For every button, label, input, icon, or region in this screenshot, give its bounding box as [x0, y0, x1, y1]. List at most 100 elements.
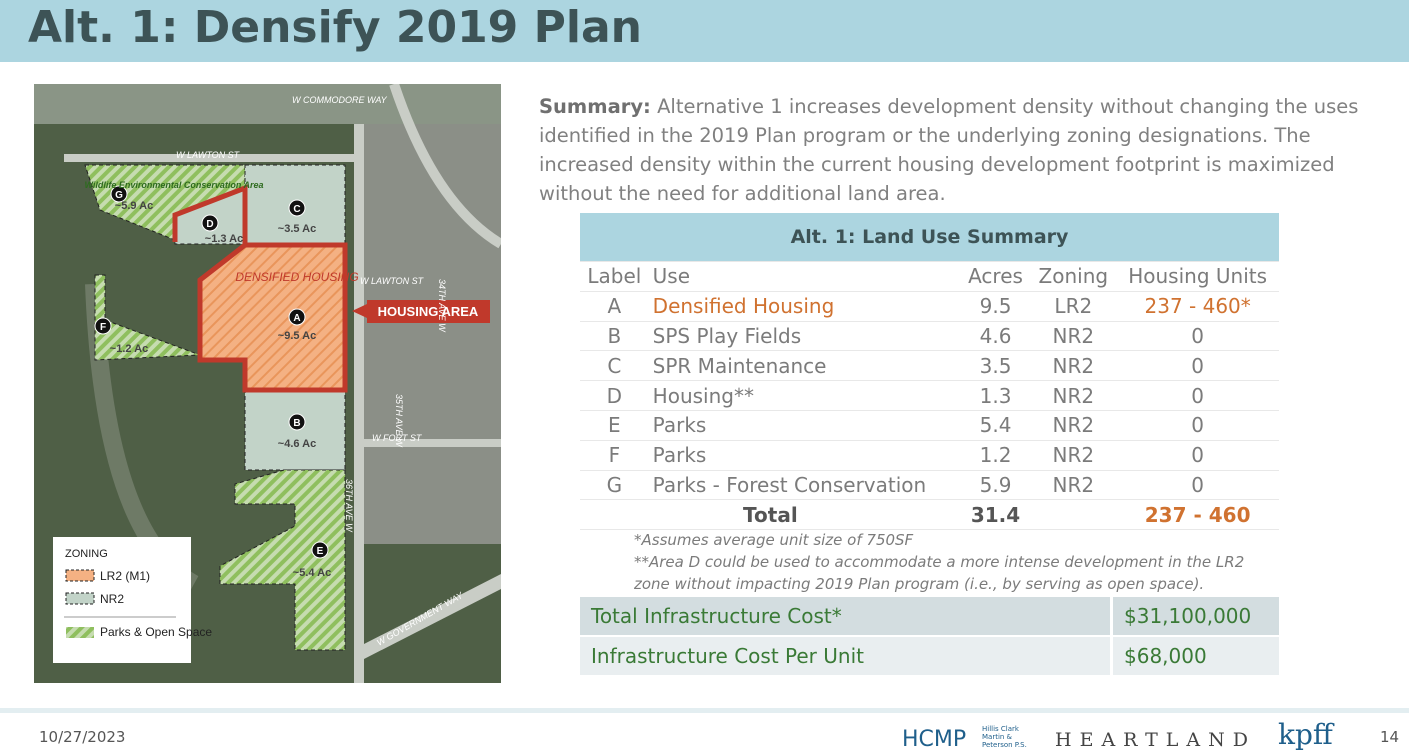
- cost-value: $31,100,000: [1113, 597, 1279, 635]
- note: *Assumes average unit size of 750SF: [634, 531, 914, 549]
- street-label: 36TH AVE W: [344, 479, 354, 533]
- cell: Parks: [648, 440, 961, 471]
- street-label: W COMMODORE WAY: [292, 95, 388, 105]
- cell: NR2: [1030, 440, 1117, 471]
- area-acres: ~1.2 Ac: [110, 343, 148, 355]
- area-acres: ~4.6 Ac: [278, 438, 316, 450]
- area-acres: ~5.9 Ac: [115, 200, 153, 212]
- cost-label: Total Infrastructure Cost*: [580, 597, 1110, 635]
- area-note: DENSIFIED HOUSING: [235, 270, 358, 284]
- column-header: Zoning: [1030, 261, 1117, 292]
- area-letter: A: [293, 313, 300, 324]
- cost-value: $68,000: [1113, 637, 1279, 675]
- area-marker: [288, 413, 306, 431]
- cell: NR2: [1030, 470, 1117, 501]
- total-row: Total 31.4 237 - 460: [580, 499, 1279, 531]
- table-title: Alt. 1: Land Use Summary: [580, 213, 1279, 262]
- cost-label: Infrastructure Cost Per Unit: [580, 637, 1110, 675]
- callout: HOUSING AREA: [378, 304, 479, 319]
- cell: 1.2: [960, 440, 1031, 471]
- logo: HEARTLAND: [1055, 729, 1257, 751]
- total-units: 237 - 460: [1116, 499, 1279, 531]
- cell: F: [580, 440, 649, 471]
- cost-row: Infrastructure Cost Per Unit $68,000: [580, 637, 1279, 675]
- legend-item: NR2: [100, 592, 124, 606]
- area-letter: B: [293, 418, 300, 429]
- area-note: Wildlife Environmental Conservation Area: [84, 180, 263, 190]
- street-label: 34TH AVE W: [437, 279, 447, 333]
- cell: 0: [1116, 440, 1279, 471]
- cell: 4.6: [960, 321, 1031, 352]
- table-row: F Parks 1.2 NR2 0: [580, 440, 1279, 471]
- area-letter: G: [115, 190, 123, 201]
- street-label: W LAWTON ST: [360, 276, 425, 286]
- cell: 0: [1116, 321, 1279, 352]
- street-label: W LAWTON ST: [176, 150, 241, 160]
- area-marker: [288, 199, 306, 217]
- cell: A: [580, 291, 649, 322]
- street-label: W FORT ST: [372, 433, 423, 443]
- area-letter: D: [206, 219, 213, 230]
- cell: G: [580, 470, 649, 501]
- cell: C: [580, 350, 649, 382]
- spacer: [1030, 499, 1117, 531]
- table-row: A Densified Housing 9.5 LR2 237 - 460*: [580, 291, 1279, 322]
- notes: *Assumes average unit size of 750SF **Are…: [634, 529, 1274, 595]
- page-number: 14: [1380, 728, 1400, 746]
- area-marker: [94, 317, 112, 335]
- cell: SPS Play Fields: [648, 321, 961, 352]
- cell: 0: [1116, 380, 1279, 411]
- summary-text: Alternative 1 increases development dens…: [539, 95, 1359, 205]
- table-row: G Parks - Forest Conservation 5.9 NR2 0: [580, 470, 1279, 501]
- cell: NR2: [1030, 410, 1117, 441]
- map: W COMMODORE WAY W LAWTON ST W LAWTON ST 34T…: [34, 84, 501, 683]
- area-marker: [311, 541, 329, 559]
- column-header: Housing Units: [1116, 261, 1279, 292]
- cell: 9.5: [960, 291, 1031, 322]
- title: Alt. 1: Densify 2019 Plan: [28, 2, 642, 53]
- total-acres: 31.4: [960, 499, 1031, 531]
- column-headers: Label Use Acres Zoning Housing Units: [580, 261, 1279, 292]
- table-row: E Parks 5.4 NR2 0: [580, 410, 1279, 441]
- area-marker: [288, 308, 306, 326]
- area-acres: ~5.4 Ac: [293, 567, 331, 579]
- cell: Parks: [648, 410, 961, 441]
- cell: 5.4: [960, 410, 1031, 441]
- area-acres: ~1.3 Ac: [205, 233, 243, 245]
- cell: Parks - Forest Conservation: [648, 470, 961, 501]
- cell: 237 - 460*: [1116, 291, 1279, 322]
- cell: 1.3: [960, 380, 1031, 411]
- cell: NR2: [1030, 380, 1117, 411]
- area-acres: ~9.5 Ac: [278, 330, 316, 342]
- total-label: Total: [580, 499, 961, 531]
- cell: 0: [1116, 350, 1279, 382]
- header: Alt. 1: Densify 2019 Plan: [0, 0, 1409, 62]
- cell: 3.5: [960, 350, 1031, 382]
- cell: Densified Housing: [648, 291, 961, 322]
- cell: B: [580, 321, 649, 352]
- cell: D: [580, 380, 649, 411]
- table-row: C SPR Maintenance 3.5 NR2 0: [580, 350, 1279, 382]
- area-letter: F: [100, 322, 106, 333]
- cost-row: Total Infrastructure Cost* $31,100,000: [580, 597, 1279, 635]
- legend-item: Parks & Open Space: [100, 625, 212, 639]
- cell: E: [580, 410, 649, 441]
- area-marker: [110, 185, 128, 203]
- legend-item: LR2 (M1): [100, 569, 150, 583]
- cell: LR2: [1030, 291, 1117, 322]
- column-header: Label: [580, 261, 649, 292]
- footer-rule: [0, 708, 1409, 713]
- cell: SPR Maintenance: [648, 350, 961, 382]
- logo: HCMP: [902, 727, 967, 752]
- note: **Area D could be used to accommodate a …: [634, 553, 1245, 593]
- date: 10/27/2023: [39, 728, 126, 746]
- area-letter: C: [293, 204, 300, 215]
- column-header: Acres: [960, 261, 1031, 292]
- summary: Summary: Alternative 1 increases develop…: [539, 92, 1369, 208]
- cell: Housing**: [648, 380, 961, 411]
- cell: NR2: [1030, 350, 1117, 382]
- legend-title: ZONING: [65, 548, 108, 560]
- cell: 0: [1116, 470, 1279, 501]
- street-label: 35TH AVE W: [394, 394, 404, 448]
